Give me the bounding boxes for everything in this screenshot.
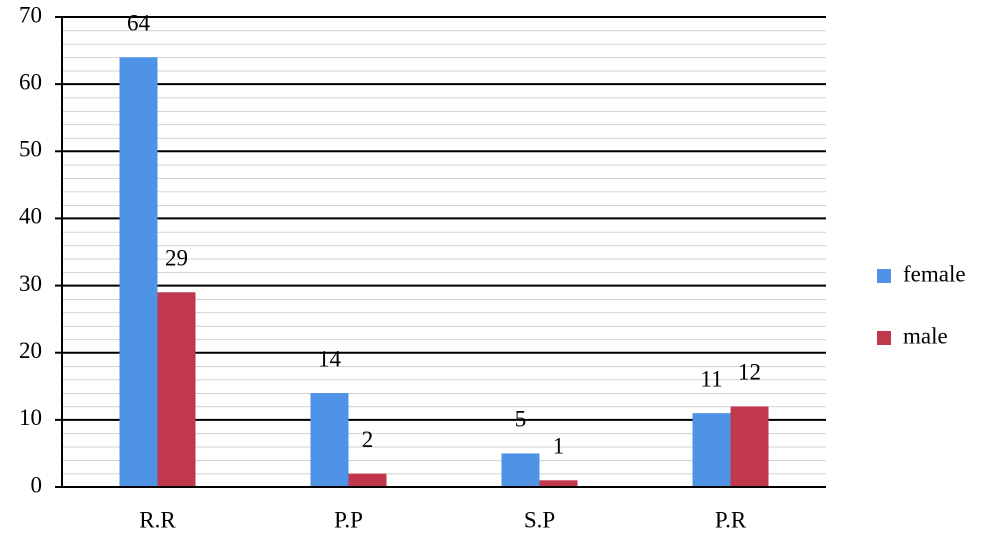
bar [501, 453, 540, 487]
bar [310, 393, 349, 487]
data-label: 2 [362, 427, 374, 452]
data-label: 1 [553, 434, 565, 459]
data-label: 29 [165, 246, 188, 271]
bar [730, 406, 769, 487]
x-tick-label: S.P [524, 507, 555, 532]
bar [119, 57, 158, 488]
y-tick-label: 70 [19, 2, 42, 27]
y-tick-label: 50 [19, 137, 42, 162]
y-tick-label: 40 [19, 204, 42, 229]
legend-label: female [903, 261, 966, 286]
data-label: 12 [738, 360, 761, 385]
bar [157, 292, 196, 487]
y-tick-label: 0 [31, 472, 43, 497]
data-label: 14 [318, 346, 342, 371]
data-label: 5 [515, 407, 527, 432]
y-tick-label: 60 [19, 69, 42, 94]
legend-swatch [877, 269, 891, 283]
bar [692, 413, 731, 487]
legend-swatch [877, 331, 891, 345]
y-tick-label: 10 [19, 405, 42, 430]
x-tick-label: P.P [334, 507, 363, 532]
legend-label: male [903, 323, 948, 348]
bar [348, 473, 387, 487]
data-label: 64 [127, 11, 151, 36]
x-tick-label: R.R [139, 507, 176, 532]
x-tick-label: P.R [715, 507, 747, 532]
y-tick-label: 30 [19, 271, 42, 296]
data-label: 11 [700, 366, 722, 391]
y-tick-label: 20 [19, 338, 42, 363]
bar [539, 480, 578, 487]
